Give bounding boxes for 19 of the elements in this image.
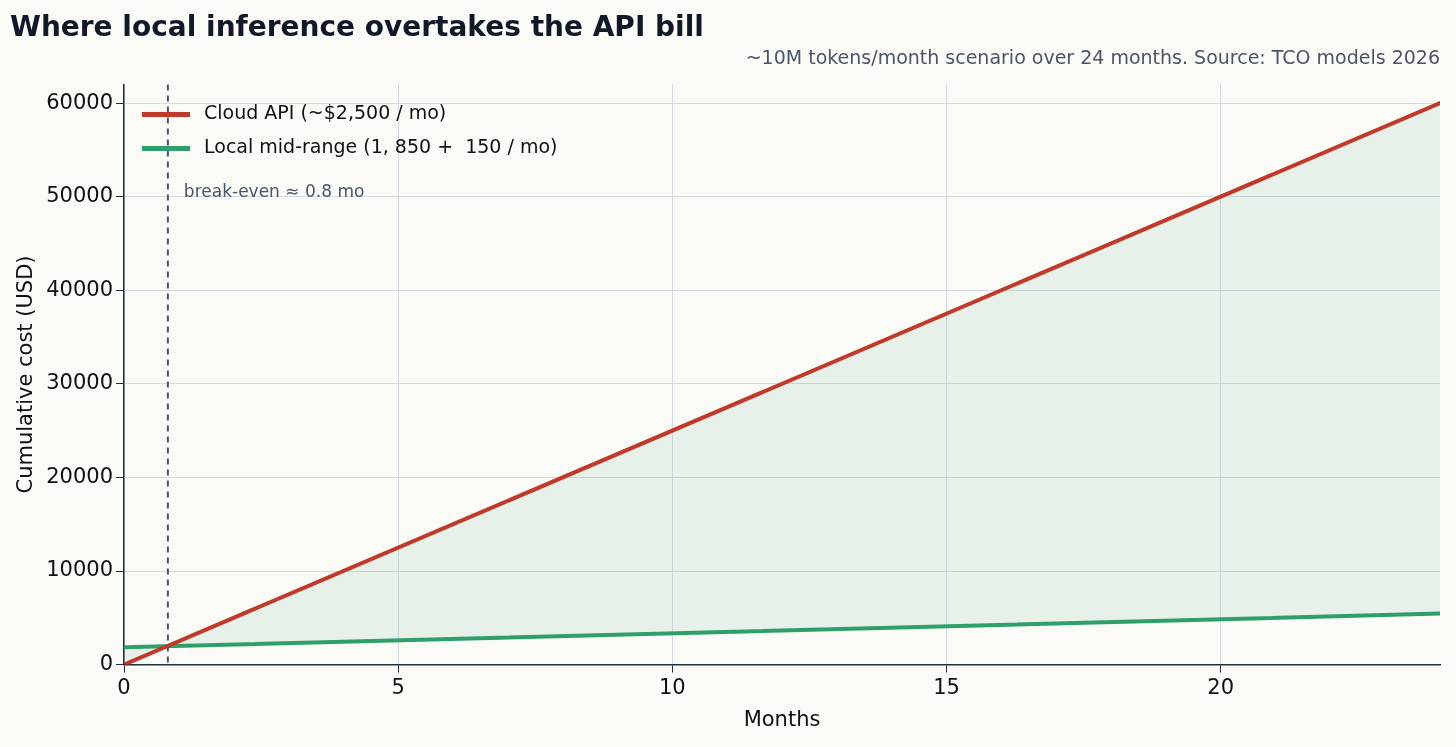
chart-title: Where local inference overtakes the API bill bbox=[10, 10, 704, 44]
y-tick-label: 20000 bbox=[46, 463, 113, 488]
x-tick-label: 0 bbox=[117, 674, 131, 699]
chart-subtitle: ~10M tokens/month scenario over 24 months. Source: TCO models 2026 bbox=[745, 45, 1440, 68]
y-tick-label: 50000 bbox=[46, 183, 113, 208]
y-tick-label: 0 bbox=[99, 651, 113, 676]
x-tick-label: 20 bbox=[1207, 674, 1235, 699]
ref-line-label: break-even ≈ 0.8 mo bbox=[183, 180, 365, 201]
x-tick-label: 10 bbox=[658, 674, 686, 699]
y-tick-label: 30000 bbox=[46, 370, 113, 395]
legend-label: Cloud API (~$2,500 / mo) bbox=[204, 101, 447, 124]
y-axis-title: Cumulative cost (USD) bbox=[13, 255, 38, 494]
y-tick-label: 40000 bbox=[46, 276, 113, 301]
y-tick-label: 10000 bbox=[46, 557, 113, 582]
legend-label: Local mid-range (1, 850 + 150 / mo) bbox=[204, 135, 558, 158]
x-tick-label: 5 bbox=[391, 674, 405, 699]
y-tick-label: 60000 bbox=[46, 89, 113, 114]
x-tick-label: 15 bbox=[933, 674, 960, 699]
x-axis-title: Months bbox=[743, 706, 821, 731]
